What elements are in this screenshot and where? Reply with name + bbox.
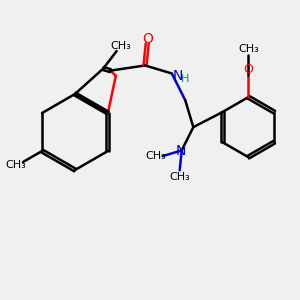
- Text: N: N: [176, 144, 186, 158]
- Text: CH₃: CH₃: [238, 44, 259, 54]
- Text: O: O: [243, 63, 253, 76]
- Text: CH₃: CH₃: [110, 40, 131, 50]
- Text: H: H: [180, 74, 189, 84]
- Text: CH₃: CH₃: [145, 151, 166, 161]
- Text: CH₃: CH₃: [169, 172, 190, 182]
- Text: O: O: [142, 32, 153, 46]
- Text: N: N: [172, 69, 183, 83]
- Text: CH₃: CH₃: [6, 160, 26, 170]
